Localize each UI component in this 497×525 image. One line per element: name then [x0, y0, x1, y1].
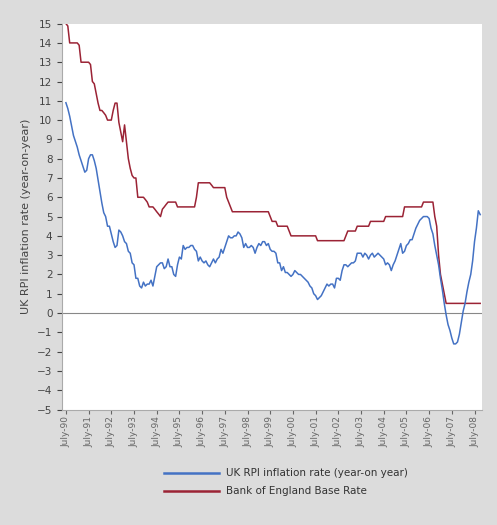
Y-axis label: UK RPI inflation rate (year-on-year): UK RPI inflation rate (year-on-year)	[21, 119, 31, 314]
Text: UK RPI inflation rate (year-on year): UK RPI inflation rate (year-on year)	[226, 467, 408, 478]
Text: Bank of England Base Rate: Bank of England Base Rate	[226, 486, 367, 496]
